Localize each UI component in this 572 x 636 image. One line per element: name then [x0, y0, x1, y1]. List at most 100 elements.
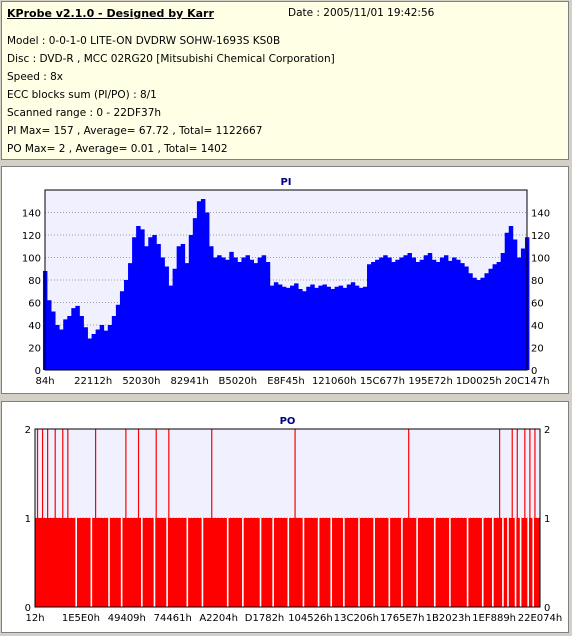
pi-bar: [140, 229, 145, 370]
speed-line: Speed : 8x: [7, 71, 64, 83]
pi-bar: [294, 283, 299, 370]
pi-bar: [63, 319, 68, 370]
scanned-range-line: Scanned range : 0 - 22DF37h: [7, 107, 162, 119]
pi-bar: [383, 255, 388, 370]
po-gap: [242, 518, 244, 607]
pi-ytick-left: 20: [28, 344, 41, 355]
pi-bar: [350, 282, 356, 370]
pi-bar: [265, 262, 271, 370]
pi-xtick: 84h: [35, 376, 54, 387]
pi-xtick: 52030h: [122, 376, 160, 387]
pi-ytick-right: 120: [531, 231, 550, 242]
pi-bar: [452, 257, 457, 370]
pi-bar: [460, 263, 465, 370]
pi-bar: [484, 273, 489, 370]
po-gap: [302, 518, 305, 607]
pi-bar: [111, 316, 117, 370]
po-xtick: 104526h: [288, 613, 333, 624]
pi-bar: [95, 329, 101, 370]
po-gap: [507, 518, 509, 607]
pi-bar: [233, 257, 238, 370]
po-gap: [317, 518, 320, 607]
pi-bar: [302, 291, 307, 370]
pi-ytick-left: 0: [35, 366, 41, 377]
po-gap: [514, 518, 517, 607]
pi-bar: [83, 327, 88, 370]
disc-line: Disc : DVD-R , MCC 02RG20 [Mitsubishi Ch…: [7, 53, 335, 65]
pi-bar: [286, 287, 291, 370]
pi-bar: [180, 244, 186, 370]
info-panel: KProbe v2.1.0 - Designed by Karr Date : …: [1, 1, 569, 160]
po-gap: [502, 518, 504, 607]
pi-bar: [314, 287, 319, 370]
pi-bar: [403, 255, 408, 370]
pi-bar: [480, 277, 485, 370]
pi-bar: [164, 266, 169, 370]
pi-bar: [322, 284, 327, 370]
pi-bar: [281, 286, 287, 370]
po-gap: [259, 518, 262, 607]
po-gap: [527, 518, 529, 607]
pi-bar: [423, 255, 429, 370]
pi-bar: [391, 262, 396, 370]
pi-bar: [245, 255, 250, 370]
pi-bar: [456, 259, 461, 370]
pi-bar: [496, 262, 502, 370]
pi-bar: [492, 264, 498, 370]
pi-bar: [375, 259, 380, 370]
pi-bar: [330, 289, 336, 370]
pi-bar: [427, 253, 433, 370]
pi-bar: [217, 255, 222, 370]
pi-bar: [99, 325, 105, 370]
po-gap: [153, 518, 156, 607]
pi-bar: [160, 257, 165, 370]
pi-bar: [51, 311, 56, 370]
pi-bar: [204, 212, 210, 370]
pi-bar: [115, 304, 121, 370]
pi-bar: [395, 259, 400, 370]
po-gap: [433, 518, 436, 607]
po-gap: [466, 518, 469, 607]
pi-bar: [290, 285, 295, 370]
po-gap: [186, 518, 189, 607]
pi-ytick-left: 120: [22, 231, 41, 242]
pi-bar: [411, 257, 417, 370]
pi-bar: [310, 284, 315, 370]
pi-bar: [148, 237, 153, 370]
ecc-line: ECC blocks sum (PI/PO) : 8/1: [7, 89, 157, 101]
pi-bar: [512, 239, 518, 370]
pi-bar: [229, 251, 234, 370]
pi-bar: [431, 259, 437, 370]
po-gap: [358, 518, 360, 607]
po-gap: [481, 518, 484, 607]
pi-xtick: 121060h: [312, 376, 357, 387]
po-gap: [226, 518, 229, 607]
pi-xtick: 15C677h: [360, 376, 405, 387]
pi-bar: [269, 285, 275, 370]
pi-bar: [47, 300, 52, 370]
pi-bar: [500, 253, 506, 370]
pi-ytick-left: 40: [28, 321, 41, 332]
pi-bar: [435, 262, 441, 370]
po-gap: [388, 518, 391, 607]
pi-bar: [362, 286, 368, 370]
pi-bar: [516, 257, 522, 370]
pi-title: PI: [280, 177, 291, 188]
pi-bar: [103, 330, 109, 370]
pi-bar: [367, 264, 372, 370]
po-gap: [343, 518, 345, 607]
pi-ytick-left: 60: [28, 299, 41, 310]
pi-bar: [468, 273, 473, 370]
pi-chart-panel: 0 0 20 20 40 40 60 60 80 80 100 100 120 120 140 140 84h 2…: [1, 166, 569, 394]
pi-bar: [188, 235, 194, 370]
pi-bar: [75, 305, 80, 370]
pi-bar: [419, 259, 425, 370]
po-gap: [120, 518, 123, 607]
pi-bar: [261, 255, 267, 370]
pi-bar: [354, 285, 360, 370]
po-gap: [90, 518, 93, 607]
po-xtick: 1EF889h: [472, 613, 516, 624]
po-gap: [108, 518, 110, 607]
po-gap: [272, 518, 274, 607]
pi-bar: [152, 235, 157, 370]
